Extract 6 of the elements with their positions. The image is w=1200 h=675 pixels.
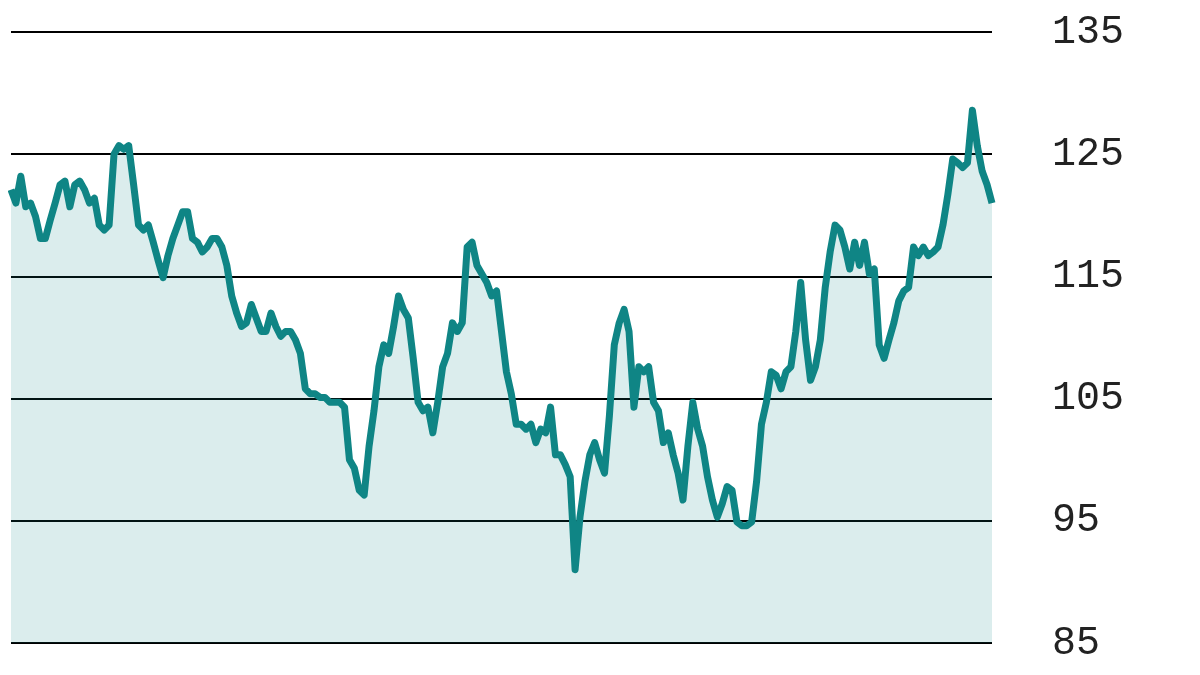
y-tick-label: 125	[1052, 131, 1125, 177]
y-tick-label: 135	[1052, 9, 1125, 55]
y-tick-label: 105	[1052, 376, 1125, 422]
y-tick-label: 95	[1052, 498, 1101, 544]
y-tick-label: 115	[1052, 253, 1125, 299]
y-tick-label: 85	[1052, 620, 1101, 666]
